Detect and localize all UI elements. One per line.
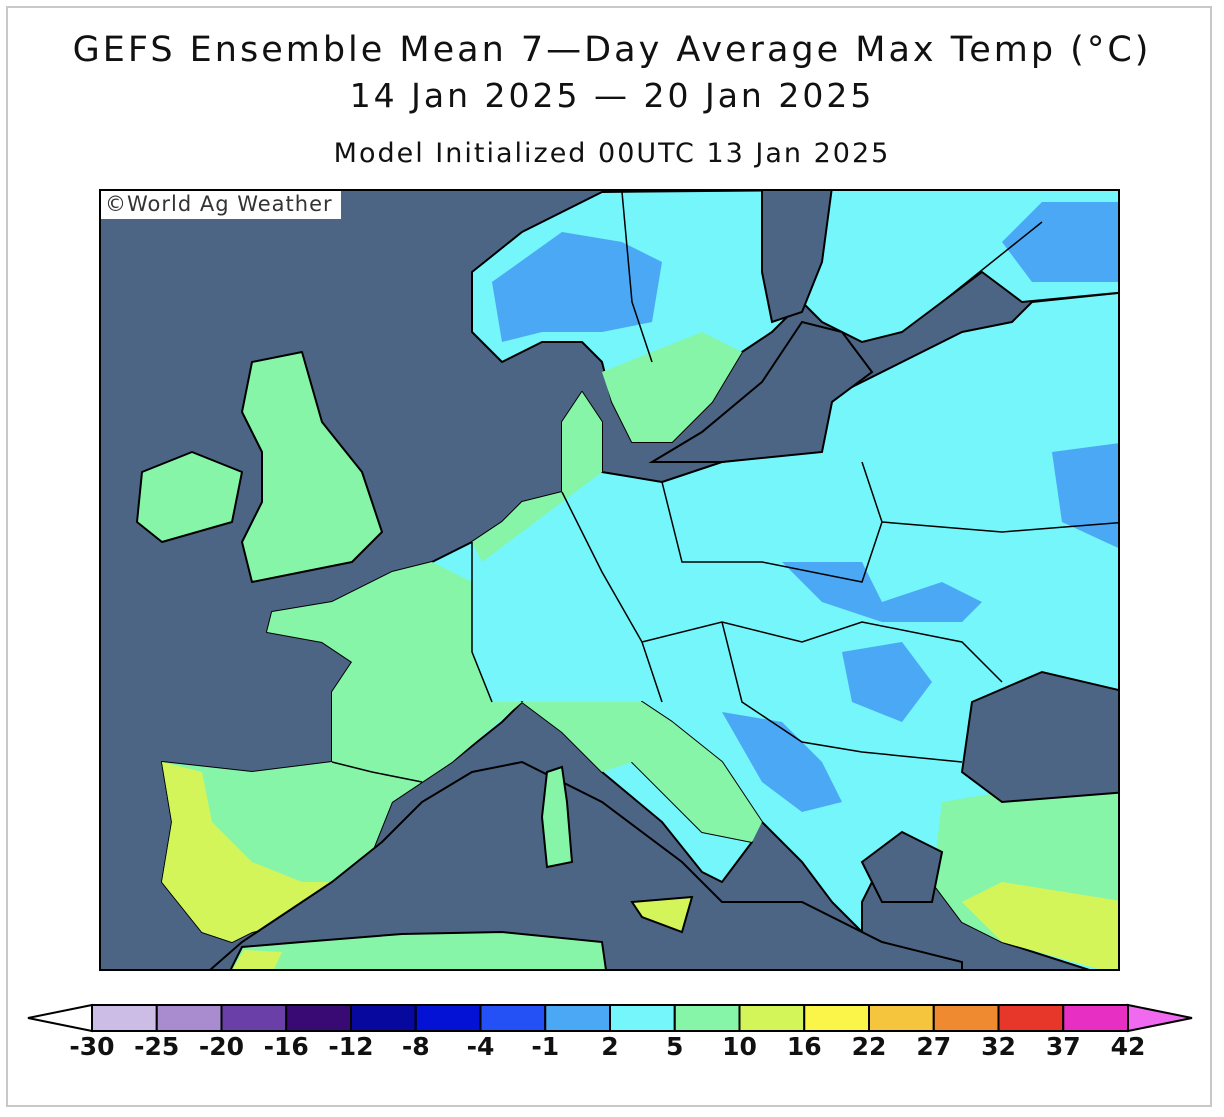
colorbar-swatch — [1062, 1004, 1129, 1032]
colorbar-tick-label: 2 — [601, 1032, 619, 1061]
map-svg — [136, 191, 1118, 969]
country-borders — [331, 191, 1118, 783]
temp-zone-10-16 — [232, 950, 282, 969]
black-sea — [960, 670, 1118, 804]
colorbar-swatch — [868, 1004, 935, 1032]
temp-zone-minus1-2 — [492, 232, 662, 342]
colorbar-tick-label: -12 — [328, 1032, 374, 1061]
temp-zone-minus1-2 — [842, 642, 932, 722]
ireland — [136, 451, 243, 543]
colorbar-tick-label: 27 — [916, 1032, 952, 1061]
colorbar-tick-label: 16 — [786, 1032, 822, 1061]
colorbar-under-triangle — [27, 1003, 93, 1033]
temp-zone-5-10 — [602, 332, 742, 442]
colorbar-tick-label: -20 — [198, 1032, 245, 1061]
colorbar-tick-label: 22 — [851, 1032, 887, 1061]
model-init: Model Initialized 00UTC 13 Jan 2025 — [333, 138, 891, 169]
colorbar-tick-label: -1 — [531, 1032, 560, 1061]
colorbar-swatch — [932, 1004, 1000, 1032]
colorbar-swatch — [803, 1004, 870, 1032]
colorbar-swatch — [91, 1004, 158, 1032]
sicily — [630, 895, 694, 934]
temp-zone-5-10 — [522, 702, 762, 842]
figure-frame — [6, 6, 1212, 1107]
temp-zone-10-16 — [162, 762, 332, 942]
colorbar — [27, 1003, 1193, 1033]
temp-zone-10-16 — [962, 882, 1118, 969]
colorbar-swatch — [479, 1004, 547, 1032]
colorbar-swatch — [997, 1004, 1065, 1032]
colorbar-swatch — [220, 1004, 288, 1032]
temp-zone-minus1-2 — [782, 562, 982, 622]
temperature-map: ©World Ag Weather — [99, 189, 1120, 971]
temp-zone-minus1-2 — [1052, 443, 1118, 548]
colorbar-swatch — [738, 1004, 806, 1032]
colorbar-swatch — [155, 1004, 223, 1032]
colorbar-tick-label: -16 — [263, 1032, 309, 1061]
colorbar-tick-label: 37 — [1045, 1032, 1081, 1061]
uk — [241, 351, 383, 583]
chart-title: GEFS Ensemble Mean 7—Day Average Max Tem… — [72, 30, 1152, 70]
colorbar-swatch — [544, 1004, 611, 1032]
colorbar-tick-label: -25 — [134, 1032, 180, 1061]
temp-zone-5-10 — [162, 562, 522, 942]
colorbar-tick-label: -30 — [69, 1032, 115, 1061]
aegean-sea — [860, 830, 944, 903]
date-range: 14 Jan 2025 — 20 Jan 2025 — [349, 76, 875, 115]
colorbar-over-triangle — [1127, 1003, 1193, 1033]
temp-zone-minus1-2 — [1002, 202, 1118, 282]
colorbar-tick-label: -8 — [401, 1032, 430, 1061]
north-africa — [229, 930, 607, 969]
colorbar-tick-label: 42 — [1110, 1032, 1146, 1061]
colorbar-tick-label: 5 — [666, 1032, 684, 1061]
colorbar-swatch — [350, 1004, 417, 1032]
colorbar-swatch — [414, 1004, 482, 1032]
temp-zone-5-10 — [472, 392, 602, 562]
baltic-sea — [648, 320, 874, 463]
colorbar-swatch — [673, 1004, 741, 1032]
colorbar-tick-label: -4 — [466, 1032, 495, 1061]
mediterranean — [209, 760, 963, 969]
colorbar-swatch — [609, 1004, 676, 1032]
colorbar-tick-label: 10 — [722, 1032, 757, 1061]
colorbar-tick-label: 32 — [981, 1032, 1016, 1061]
copyright-label: ©World Ag Weather — [101, 191, 341, 219]
corsica-sardinia — [540, 765, 574, 869]
temp-zone-minus1-2 — [722, 712, 842, 812]
gulf-of-bothnia — [761, 191, 833, 324]
colorbar-swatch — [285, 1004, 352, 1032]
